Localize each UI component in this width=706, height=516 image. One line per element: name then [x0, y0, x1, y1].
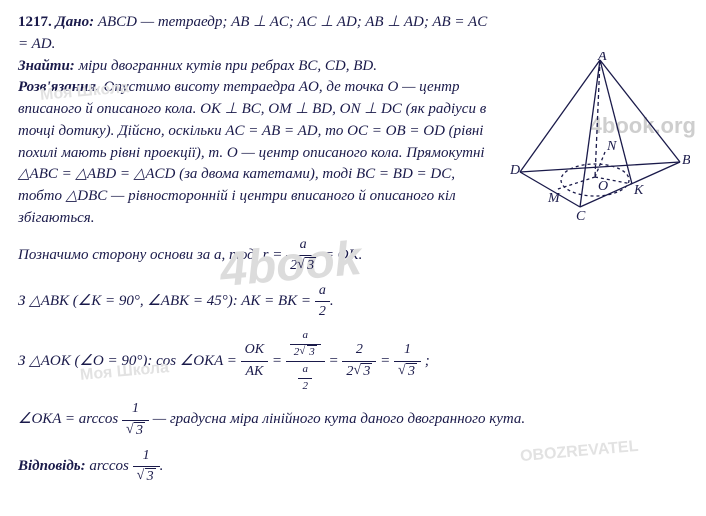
answer-row: Відповідь: arccos 13. [18, 446, 688, 488]
given-label: Дано: [56, 14, 95, 30]
find-text: міри двогранних кутів при ребрах BC, CD,… [79, 58, 377, 74]
label-O: O [598, 179, 608, 194]
label-C: C [576, 209, 586, 222]
label-A: A [597, 52, 607, 64]
tetrahedron-figure: A B C D K M N O [510, 52, 690, 222]
problem-number: 1217. [18, 14, 52, 30]
equation-angle: ∠OKA = arccos 13 — градусна міра лінійно… [18, 399, 688, 441]
label-D: D [510, 163, 520, 178]
label-K: K [633, 183, 644, 198]
solution-p1: Опустимо висоту тетраедра AO, де точка O… [18, 79, 486, 226]
label-N: N [606, 139, 617, 154]
problem-body: 1217. Дано: ABCD — тетраедр; AB ⊥ AC; AC… [18, 12, 498, 230]
label-B: B [682, 153, 690, 168]
equation-r: Позначимо сторону основи за a, тоді r = … [18, 235, 688, 277]
solution-label: Розв'язання. [18, 79, 100, 95]
find-label: Знайти: [18, 58, 75, 74]
equation-ak: З △ABK (∠K = 90°, ∠ABK = 45°): AK = BK =… [18, 281, 688, 323]
equation-cos: З △AOK (∠O = 90°): cos ∠OKA = OKAK = a23… [18, 328, 688, 395]
label-M: M [547, 191, 561, 206]
